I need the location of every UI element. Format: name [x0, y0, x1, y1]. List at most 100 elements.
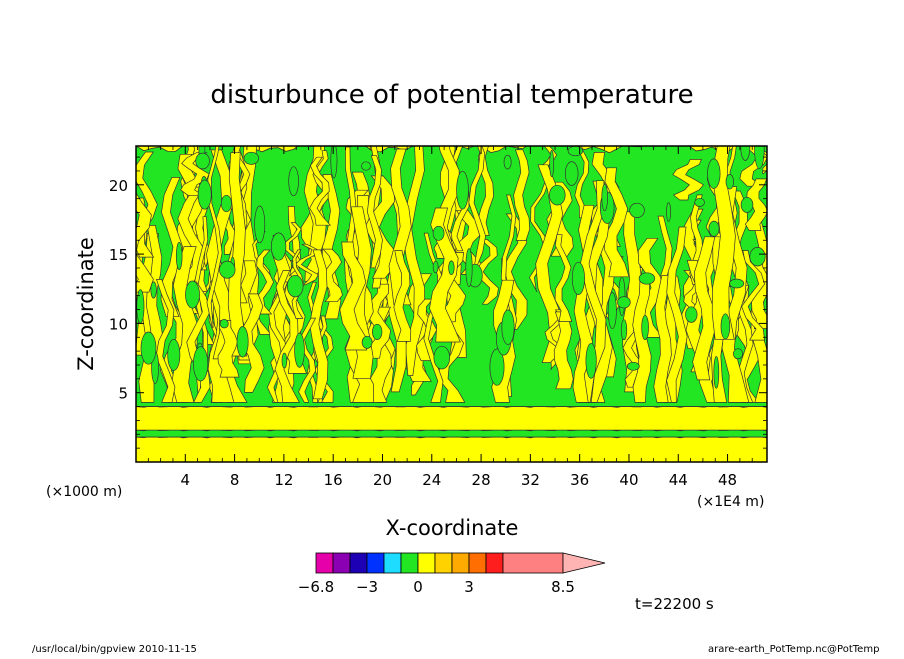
plume-contour [554, 234, 573, 322]
x-unit-right: (×1E4 m) [697, 494, 764, 510]
plume-contour [309, 249, 329, 400]
plume-contour [160, 177, 184, 318]
colorbar-label: 8.5 [551, 578, 575, 596]
contour-blob [254, 205, 266, 244]
colorbar-swatch [468, 552, 487, 574]
x-tick-label: 8 [230, 471, 240, 489]
plume-contour [366, 155, 383, 269]
y-axis-label: Z-coordinate [74, 237, 98, 371]
contour-blob [433, 345, 451, 370]
contour-blob [607, 292, 617, 330]
contour-blob [140, 331, 157, 365]
contour-blob [618, 276, 626, 316]
x-tick-label: 20 [373, 471, 392, 489]
contour-blob [501, 309, 515, 345]
contour-blob [448, 260, 455, 276]
contour-blob [136, 289, 145, 324]
colorbar-swatch [349, 552, 368, 574]
plot-frame [135, 145, 768, 463]
contour-layer [136, 435, 767, 462]
y-tick-label: 20 [109, 177, 128, 195]
x-tick-label: 48 [718, 471, 737, 489]
contour-blob [601, 183, 608, 212]
contour-blob [549, 184, 566, 206]
contour-blob [219, 260, 236, 279]
contour-blob [456, 170, 469, 210]
x-tick-label: 40 [619, 471, 638, 489]
x-tick-label: 16 [324, 471, 343, 489]
contour-layer [136, 405, 767, 431]
y-tick-label: 15 [109, 246, 128, 264]
contour-blob [489, 348, 505, 386]
contour-blob [720, 313, 731, 340]
plume-contour [136, 192, 154, 293]
colorbar-swatch [366, 552, 385, 574]
contour-blob [150, 281, 157, 299]
contour-blob [197, 179, 212, 210]
contour-blob [465, 248, 473, 287]
plume-contour [339, 241, 368, 351]
plot-area [136, 146, 767, 462]
contour-blob [754, 146, 765, 169]
plume-contour [393, 250, 412, 342]
plume-contour [217, 320, 240, 378]
y-tick-label: 5 [118, 385, 128, 403]
contour-blob [220, 194, 232, 213]
footer-right: arare-earth_PotTemp.nc@PotTemp [708, 644, 879, 654]
contour-blob [638, 272, 656, 285]
plume-contour [711, 146, 736, 340]
colorbar-swatch [400, 552, 419, 574]
colorbar-swatch [417, 552, 436, 574]
colorbar-swatch [332, 552, 351, 574]
contour-blob [243, 151, 259, 165]
colorbar-label: −6.8 [298, 578, 334, 596]
contour-blob [685, 306, 698, 323]
colorbar-swatch [383, 552, 402, 574]
contour-blob [288, 166, 299, 197]
contour-blob [694, 197, 705, 207]
contour-blob [725, 174, 734, 190]
x-unit-left: (×1000 m) [46, 484, 122, 500]
plume-contour [666, 226, 688, 403]
contour-blob [549, 150, 555, 178]
contour-blob [626, 361, 640, 371]
colorbar-extend-arrow [562, 552, 606, 574]
chart-title: disturbunce of potential temperature [210, 80, 693, 110]
colorbar-swatch [485, 552, 504, 574]
contour-blob [193, 346, 209, 382]
contour-blob [270, 232, 287, 261]
plume-contour [579, 180, 607, 403]
contour-blob [361, 161, 371, 171]
contour-blob [629, 202, 645, 218]
contour-blob [620, 319, 628, 341]
contour-blob [666, 202, 672, 222]
colorbar-label: −3 [356, 578, 378, 596]
x-tick-label: 44 [669, 471, 688, 489]
contour-blob [361, 335, 373, 349]
x-tick-label: 36 [570, 471, 589, 489]
colorbar-swatch [315, 552, 334, 574]
contour-blob [167, 338, 181, 371]
contour-blob [281, 352, 288, 369]
y-tick-label: 10 [109, 315, 128, 333]
contour-blob [733, 348, 743, 360]
plume-contour [255, 249, 274, 315]
time-label: t=22200 s [635, 595, 714, 613]
footer-left: /usr/local/bin/gpview 2010-11-15 [32, 644, 197, 654]
contour-blob [294, 332, 305, 368]
plume-contour [240, 293, 265, 393]
contour-blob [571, 261, 585, 295]
contour-blob [740, 196, 754, 213]
contour-blob [585, 342, 597, 379]
plume-contour [574, 146, 591, 219]
contour-blob [564, 161, 579, 186]
x-tick-label: 12 [274, 471, 293, 489]
colorbar: −6.8 −3 0 3 8.5 [298, 552, 606, 596]
x-axis-label: X-coordinate [386, 516, 519, 540]
y-axis: 5 10 15 20 [109, 156, 767, 449]
x-tick-label: 4 [181, 471, 191, 489]
contour-blob [286, 274, 304, 298]
plume-contour [309, 156, 332, 226]
contour-blob [713, 356, 720, 389]
